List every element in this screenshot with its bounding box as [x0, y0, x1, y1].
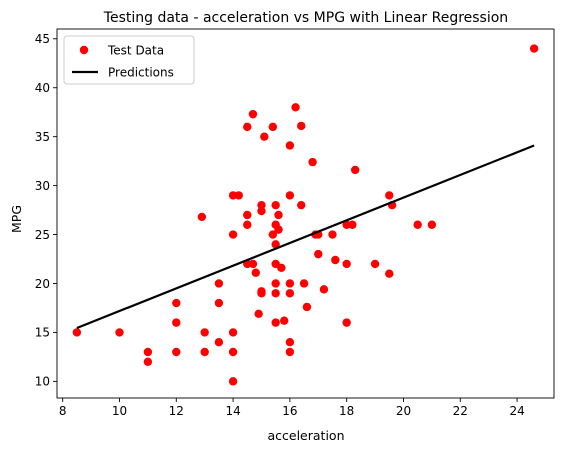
data-point — [271, 240, 280, 249]
x-tick-label: 14 — [225, 404, 240, 418]
axes: 8 10 12 14 16 18 20 22 24 10 15 20 25 30 35 40 45 — [35, 28, 555, 418]
y-tick-label: 45 — [35, 32, 50, 46]
data-point — [243, 210, 252, 220]
data-point — [271, 200, 280, 210]
data-point — [285, 191, 295, 200]
regression-line — [76, 144, 535, 330]
data-point — [260, 132, 269, 141]
data-point — [172, 318, 181, 327]
data-point — [342, 259, 351, 269]
chart-title: Testing data - acceleration vs MPG with … — [103, 10, 508, 26]
legend-item: Test Data — [79, 43, 164, 57]
data-point — [299, 279, 309, 288]
y-tick-label: 15 — [35, 326, 50, 340]
legend: Test Data Predictions — [63, 35, 195, 85]
data-point — [302, 302, 312, 312]
data-point — [529, 44, 539, 53]
data-point — [274, 210, 283, 220]
data-point — [285, 338, 295, 347]
data-point — [257, 200, 266, 210]
data-point — [277, 263, 286, 273]
data-point — [228, 377, 238, 386]
data-point — [342, 318, 351, 327]
y-tick-label: 30 — [35, 179, 50, 193]
x-tick-label: 18 — [339, 404, 354, 418]
data-point — [257, 289, 266, 298]
y-tick-label: 35 — [35, 130, 50, 144]
data-point — [413, 220, 422, 229]
data-point — [351, 165, 360, 175]
data-point — [228, 230, 238, 239]
data-point — [172, 298, 181, 308]
x-axis-label: acceleration — [267, 428, 344, 443]
data-point — [348, 220, 357, 229]
data-point — [274, 225, 283, 234]
data-point — [314, 249, 323, 259]
data-point — [248, 109, 258, 119]
data-point — [271, 318, 280, 327]
y-tick-label: 10 — [35, 375, 50, 389]
data-point — [328, 230, 337, 239]
data-point — [331, 255, 340, 265]
data-point — [243, 122, 252, 132]
data-point — [370, 259, 380, 269]
legend-marker — [79, 45, 89, 55]
data-point — [172, 347, 181, 357]
data-point — [228, 328, 238, 337]
legend-item: Predictions — [72, 65, 174, 79]
data-point — [268, 230, 278, 239]
legend-label: Test Data — [107, 43, 164, 57]
data-point — [257, 206, 266, 216]
data-point — [285, 289, 295, 298]
data-point — [254, 309, 263, 319]
data-point — [285, 347, 295, 357]
axes-frame — [56, 28, 555, 399]
data-point — [297, 121, 306, 131]
data-point — [72, 328, 82, 337]
y-tick-label: 25 — [35, 228, 50, 242]
data-point — [285, 141, 295, 150]
legend-label: Predictions — [108, 65, 174, 79]
data-point — [297, 200, 306, 210]
data-point — [251, 268, 260, 277]
data-point — [243, 220, 252, 229]
x-tick-label: 24 — [509, 404, 524, 418]
data-point — [427, 220, 437, 229]
data-point — [280, 316, 289, 325]
y-tick-label: 20 — [35, 277, 50, 291]
data-point — [143, 347, 153, 357]
data-point — [291, 103, 300, 112]
series-test-data — [72, 44, 539, 386]
data-point — [143, 357, 153, 366]
plot-area — [72, 44, 539, 386]
data-point — [385, 269, 394, 278]
data-point — [271, 289, 280, 298]
data-point — [308, 157, 317, 167]
x-tick-label: 16 — [282, 404, 297, 418]
x-tick-label: 8 — [59, 404, 67, 418]
data-point — [214, 338, 224, 347]
data-point — [197, 212, 207, 222]
y-tick-label: 40 — [35, 81, 50, 95]
data-point — [234, 191, 243, 200]
data-point — [115, 328, 124, 337]
data-point — [248, 259, 258, 269]
data-point — [200, 328, 209, 337]
x-tick-label: 20 — [396, 404, 411, 418]
data-point — [319, 285, 329, 294]
x-tick-label: 12 — [169, 404, 184, 418]
data-point — [214, 279, 224, 288]
data-point — [271, 279, 280, 288]
data-point — [385, 191, 394, 200]
data-point — [214, 298, 224, 308]
data-point — [285, 279, 295, 288]
x-tick-label: 22 — [453, 404, 468, 418]
x-tick-label: 10 — [112, 404, 127, 418]
data-point — [268, 122, 278, 132]
y-axis-label: MPG — [9, 205, 24, 233]
data-point — [200, 347, 209, 357]
data-point — [228, 347, 238, 357]
